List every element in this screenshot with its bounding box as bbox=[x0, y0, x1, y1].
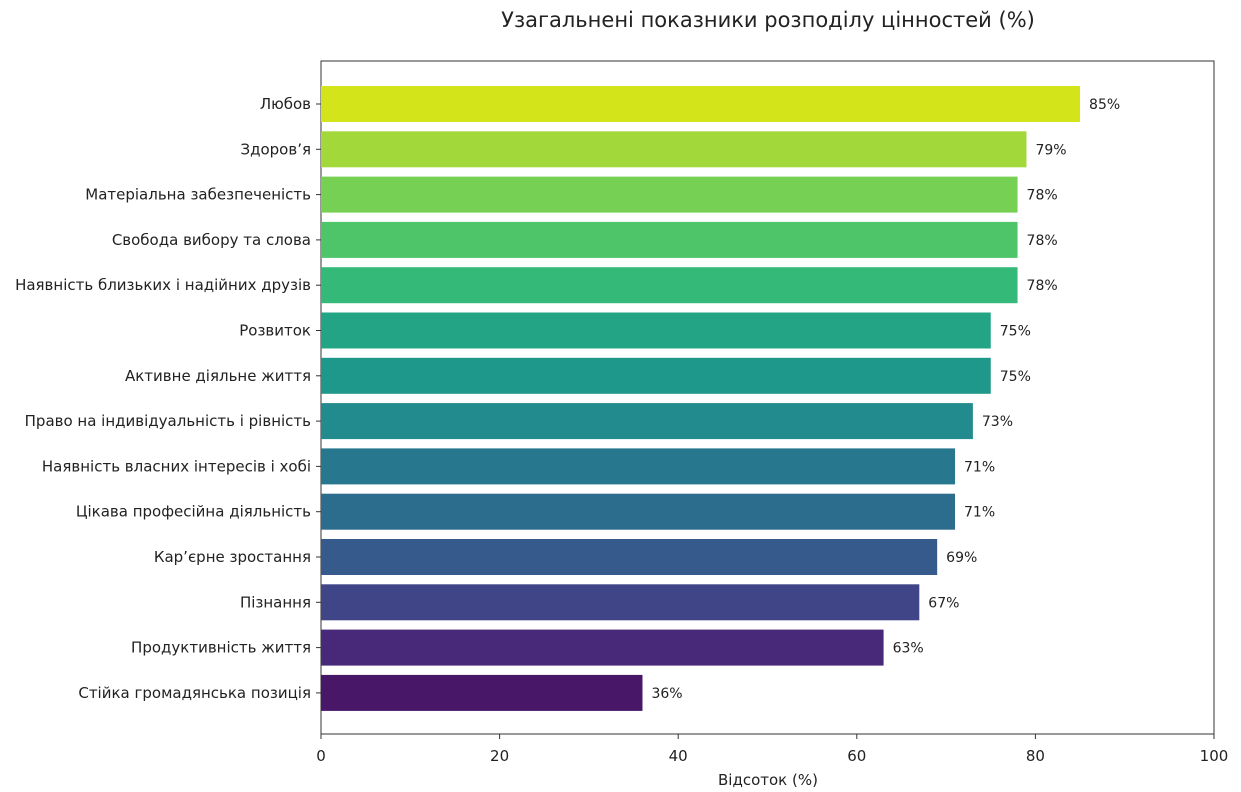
data-label: 73% bbox=[982, 414, 1013, 430]
x-tick-label: 100 bbox=[1200, 747, 1229, 765]
data-label: 78% bbox=[1027, 188, 1058, 204]
data-label: 78% bbox=[1027, 233, 1058, 249]
bar bbox=[321, 493, 956, 530]
bar bbox=[321, 221, 1018, 258]
data-label: 67% bbox=[928, 595, 959, 611]
bar bbox=[321, 448, 956, 485]
data-label: 75% bbox=[1000, 324, 1031, 340]
bar bbox=[321, 539, 938, 575]
plot-area-frame bbox=[320, 60, 1215, 735]
bar bbox=[321, 176, 1018, 213]
data-label: 36% bbox=[651, 686, 682, 702]
category-label: Здоров’я bbox=[241, 140, 312, 158]
bar bbox=[321, 403, 973, 440]
x-tick-label: 40 bbox=[669, 747, 688, 765]
category-label: Цікава професійна діяльність bbox=[76, 503, 311, 521]
x-axis-ticks: 0 20 40 60 80 100 bbox=[316, 734, 1228, 765]
category-label: Матеріальна забезпеченість bbox=[85, 186, 311, 204]
data-label: 79% bbox=[1035, 142, 1066, 158]
category-label: Продуктивність життя bbox=[131, 639, 311, 657]
x-tick-label: 0 bbox=[316, 747, 326, 765]
category-label: Пізнання bbox=[240, 593, 311, 611]
category-label: Любов bbox=[260, 95, 311, 113]
bar bbox=[321, 267, 1018, 304]
x-axis-label: Відсоток (%) bbox=[718, 771, 818, 789]
category-label: Наявність близьких і надійних друзів bbox=[15, 276, 311, 294]
bar bbox=[321, 629, 884, 666]
category-label: Кар’єрне зростання bbox=[154, 548, 311, 566]
x-tick-label: 80 bbox=[1026, 747, 1045, 765]
category-label: Розвиток bbox=[239, 322, 311, 340]
bar bbox=[321, 584, 920, 621]
category-label: Наявність власних інтересів і хобі bbox=[42, 457, 311, 475]
bar bbox=[321, 312, 991, 349]
data-label: 78% bbox=[1027, 278, 1058, 294]
category-label: Стійка громадянська позиція bbox=[78, 684, 311, 702]
chart-title: Узагальнені показники розподілу цінносте… bbox=[501, 8, 1035, 32]
data-label: 69% bbox=[946, 550, 977, 566]
x-tick-label: 20 bbox=[490, 747, 509, 765]
category-label: Свобода вибору та слова bbox=[112, 231, 311, 249]
bars-layer: Любов 85% Здоров’я 79% Матеріальна забезпече… bbox=[15, 86, 1120, 711]
data-label: 71% bbox=[964, 459, 995, 475]
bar bbox=[321, 86, 1081, 122]
category-label: Право на індивідуальність і рівність bbox=[25, 412, 311, 430]
x-tick-label: 60 bbox=[847, 747, 866, 765]
bar bbox=[321, 131, 1027, 168]
bar bbox=[321, 674, 643, 711]
data-label: 75% bbox=[1000, 369, 1031, 385]
data-label: 63% bbox=[893, 641, 924, 657]
bar bbox=[321, 357, 991, 394]
category-label: Активне діяльне життя bbox=[125, 367, 311, 385]
data-label: 71% bbox=[964, 505, 995, 521]
data-label: 85% bbox=[1089, 97, 1120, 113]
